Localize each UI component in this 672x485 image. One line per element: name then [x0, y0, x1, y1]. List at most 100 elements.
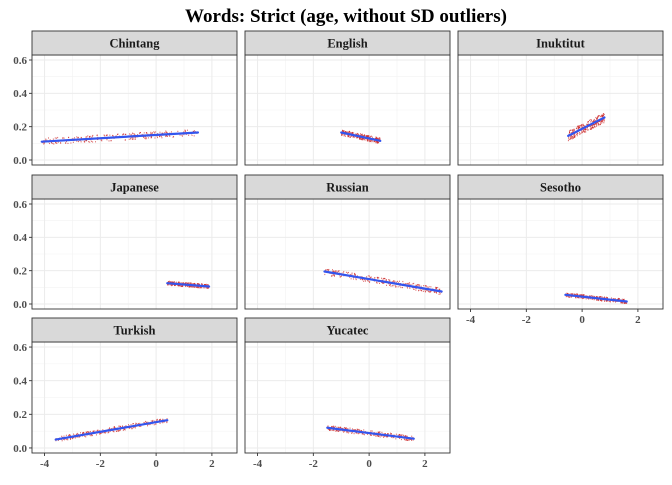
- data-point: [161, 137, 163, 139]
- data-point: [95, 434, 97, 436]
- strip-label-yucatec: Yucatec: [327, 324, 369, 338]
- data-point: [134, 426, 136, 428]
- data-point: [376, 282, 378, 284]
- data-point: [374, 434, 376, 436]
- data-point: [143, 421, 145, 424]
- data-point: [389, 280, 391, 282]
- data-point: [62, 137, 64, 139]
- data-point: [581, 124, 583, 126]
- data-point: [374, 140, 376, 142]
- data-point: [190, 282, 192, 284]
- data-point: [55, 440, 57, 442]
- data-point: [415, 287, 417, 289]
- data-point: [91, 140, 93, 142]
- data-point: [577, 294, 579, 296]
- data-point: [576, 297, 578, 299]
- data-point: [84, 140, 86, 142]
- data-point: [577, 125, 579, 127]
- data-point: [596, 122, 597, 124]
- data-point: [584, 128, 586, 130]
- data-point: [591, 124, 593, 126]
- data-point: [405, 435, 407, 437]
- chart-title: Words: Strict (age, without SD outliers): [185, 6, 507, 27]
- data-point: [188, 286, 190, 288]
- data-point: [346, 427, 347, 429]
- data-point: [362, 278, 364, 280]
- data-point: [164, 131, 166, 134]
- data-point: [157, 136, 158, 139]
- data-point: [418, 290, 419, 292]
- data-point: [582, 294, 584, 296]
- data-point: [589, 295, 591, 297]
- data-point: [185, 282, 187, 284]
- data-point: [74, 434, 76, 436]
- data-point: [69, 434, 71, 436]
- data-point: [361, 138, 362, 140]
- data-point: [76, 140, 78, 142]
- data-point: [381, 431, 383, 434]
- data-point: [574, 135, 576, 137]
- data-point: [42, 142, 44, 144]
- data-point: [78, 433, 79, 436]
- data-point: [384, 277, 385, 280]
- data-point: [80, 432, 82, 434]
- data-point: [604, 120, 605, 122]
- data-point: [347, 131, 349, 133]
- data-point: [610, 301, 611, 303]
- data-point: [429, 291, 431, 293]
- data-point: [587, 123, 588, 126]
- data-point: [398, 433, 400, 436]
- data-point: [584, 129, 585, 131]
- data-point: [356, 428, 358, 430]
- data-point: [189, 282, 191, 284]
- data-point: [333, 429, 334, 431]
- data-point: [109, 134, 111, 136]
- data-point: [348, 271, 349, 274]
- data-point: [595, 123, 596, 125]
- data-point: [577, 133, 578, 135]
- data-point: [413, 282, 415, 285]
- data-point: [605, 297, 607, 299]
- data-point: [427, 290, 429, 292]
- fit-line: [567, 116, 606, 137]
- data-point: [596, 299, 598, 301]
- data-point: [592, 126, 593, 129]
- data-point: [378, 432, 380, 434]
- data-point: [385, 433, 386, 435]
- data-point: [346, 431, 348, 433]
- data-point: [356, 137, 358, 139]
- data-point: [575, 127, 577, 130]
- data-point: [597, 121, 599, 123]
- data-point: [170, 281, 172, 283]
- data-point: [569, 131, 571, 134]
- data-point: [107, 432, 109, 434]
- data-point: [407, 438, 409, 440]
- data-point: [361, 138, 362, 141]
- data-point: [80, 136, 82, 139]
- data-point: [578, 128, 579, 130]
- x-tick-label: -4: [40, 458, 50, 470]
- data-point: [582, 294, 584, 296]
- data-point: [393, 280, 395, 282]
- data-point: [89, 136, 91, 138]
- data-point: [167, 281, 169, 283]
- data-point: [195, 283, 196, 285]
- data-point: [568, 136, 570, 138]
- data-point: [596, 299, 598, 301]
- data-point: [161, 132, 163, 134]
- data-point: [78, 436, 80, 438]
- data-point: [406, 435, 408, 437]
- data-point: [188, 282, 190, 284]
- data-point: [574, 293, 576, 295]
- data-point: [597, 117, 599, 119]
- data-point: [334, 425, 336, 427]
- data-point: [128, 138, 130, 140]
- data-point: [354, 136, 356, 138]
- data-point: [53, 143, 55, 145]
- data-point: [391, 433, 392, 435]
- data-point: [422, 288, 424, 291]
- y-tick-label: 0.4: [13, 232, 27, 244]
- data-point: [122, 425, 123, 427]
- data-point: [378, 142, 380, 144]
- data-point: [599, 120, 601, 123]
